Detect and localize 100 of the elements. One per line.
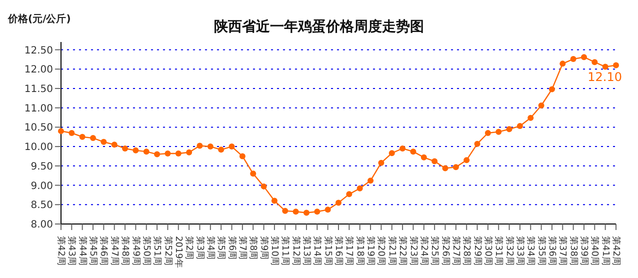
x-tick-label: 第47周 bbox=[108, 236, 120, 266]
x-tick-label: 第42周 bbox=[610, 236, 622, 266]
x-tick-label: 第26周 bbox=[440, 236, 451, 266]
x-tick-label: 第22周 bbox=[397, 236, 408, 266]
x-tick-label: 2019年 bbox=[172, 236, 184, 268]
x-tick-label: 第23周 bbox=[408, 236, 419, 266]
x-tick-label: 第44周 bbox=[76, 236, 88, 266]
x-tick-label: 第37周 bbox=[557, 236, 568, 266]
x-tick-label: 第3周 bbox=[194, 236, 206, 260]
point bbox=[506, 126, 512, 132]
y-tick-label: 11.50 bbox=[24, 84, 53, 96]
x-tick-label: 第28周 bbox=[461, 236, 472, 266]
y-tick-label: 10.00 bbox=[24, 142, 53, 154]
x-tick-label: 第49周 bbox=[130, 236, 142, 266]
point bbox=[68, 130, 75, 136]
point bbox=[538, 102, 544, 109]
x-tick-label: 第40周 bbox=[589, 236, 600, 266]
x-tick-label: 第36周 bbox=[546, 236, 558, 266]
x-tick-label: 第39周 bbox=[578, 236, 590, 266]
point bbox=[100, 138, 107, 145]
point bbox=[90, 135, 96, 142]
point bbox=[132, 147, 139, 154]
x-tick-label: 第4周 bbox=[204, 236, 216, 260]
point bbox=[474, 140, 480, 147]
x-tick-label: 第12周 bbox=[290, 236, 302, 266]
point bbox=[324, 206, 331, 213]
x-tick-label: 第9周 bbox=[258, 236, 270, 260]
point bbox=[164, 150, 171, 157]
point bbox=[368, 178, 374, 184]
point bbox=[260, 183, 267, 190]
x-tick-label: 第41周 bbox=[600, 236, 611, 266]
x-tick-label: 第10周 bbox=[268, 236, 280, 266]
x-tick-label: 第31周 bbox=[493, 236, 504, 266]
point bbox=[410, 148, 416, 155]
x-tick-label: 第35周 bbox=[536, 236, 547, 266]
x-tick-label: 第20周 bbox=[376, 236, 387, 266]
x-tick-label: 第51周 bbox=[152, 236, 163, 266]
point bbox=[175, 150, 182, 157]
point bbox=[122, 145, 128, 152]
point bbox=[580, 54, 587, 60]
x-tick-label: 第5周 bbox=[216, 236, 227, 260]
x-tick-label: 第33周 bbox=[514, 236, 526, 266]
y-tick-label: 11.00 bbox=[24, 103, 53, 114]
y-tick-label: 12.50 bbox=[24, 45, 53, 56]
x-tick-label: 第46周 bbox=[98, 236, 110, 266]
point bbox=[239, 153, 246, 160]
x-tick-label: 第18周 bbox=[354, 236, 366, 266]
point bbox=[207, 144, 214, 150]
y-tick-label: 12.00 bbox=[24, 64, 53, 76]
point bbox=[484, 130, 491, 136]
point bbox=[154, 151, 160, 158]
point bbox=[292, 208, 299, 215]
point bbox=[111, 142, 118, 148]
point bbox=[613, 62, 619, 68]
x-tick-label: 第34周 bbox=[525, 236, 536, 266]
point bbox=[442, 165, 448, 172]
point bbox=[548, 86, 555, 92]
x-tick-label: 第27周 bbox=[450, 236, 462, 266]
x-tick-label: 第29周 bbox=[472, 236, 483, 266]
x-tick-label: 第45周 bbox=[88, 236, 99, 266]
x-tick-label: 第13周 bbox=[301, 236, 312, 266]
point bbox=[528, 114, 534, 121]
point bbox=[346, 191, 352, 198]
data-label: 12.10 bbox=[588, 70, 622, 84]
point bbox=[452, 164, 459, 170]
x-tick-label: 第48周 bbox=[120, 236, 131, 266]
x-tick-label: 第43周 bbox=[66, 236, 78, 266]
x-tick-label: 第14周 bbox=[312, 236, 323, 266]
x-tick-label: 第24周 bbox=[418, 236, 430, 266]
point bbox=[79, 134, 86, 140]
x-tick-label: 第32周 bbox=[504, 236, 515, 266]
point bbox=[560, 60, 566, 67]
point bbox=[496, 128, 502, 135]
point bbox=[250, 170, 256, 177]
x-tick-label: 第15周 bbox=[322, 236, 334, 266]
x-tick-label: 第30周 bbox=[482, 236, 494, 266]
y-tick-label: 8.00 bbox=[30, 220, 53, 231]
point bbox=[143, 148, 150, 155]
point bbox=[388, 150, 395, 156]
x-tick-label: 第50周 bbox=[140, 236, 152, 266]
x-tick-label: 第6周 bbox=[226, 236, 238, 260]
y-axis-title: 价格(元/公斤) bbox=[8, 12, 71, 26]
point bbox=[271, 198, 278, 204]
y-tick-label: 8.50 bbox=[30, 200, 53, 212]
point bbox=[218, 146, 224, 153]
point bbox=[378, 160, 384, 166]
x-tick-label: 第16周 bbox=[333, 236, 344, 266]
x-tick-label: 第11周 bbox=[280, 236, 291, 266]
x-tick-label: 第21周 bbox=[386, 236, 398, 266]
point bbox=[420, 154, 427, 160]
x-tick-label: 第19周 bbox=[365, 236, 376, 266]
point bbox=[282, 208, 288, 214]
point bbox=[58, 128, 64, 134]
point bbox=[314, 208, 320, 215]
chart-title: 陕西省近一年鸡蛋价格周度走势图 bbox=[214, 19, 424, 35]
point bbox=[570, 56, 576, 62]
point bbox=[196, 142, 203, 149]
point bbox=[356, 185, 363, 192]
x-tick-label: 第2周 bbox=[184, 236, 195, 260]
point bbox=[303, 210, 310, 216]
